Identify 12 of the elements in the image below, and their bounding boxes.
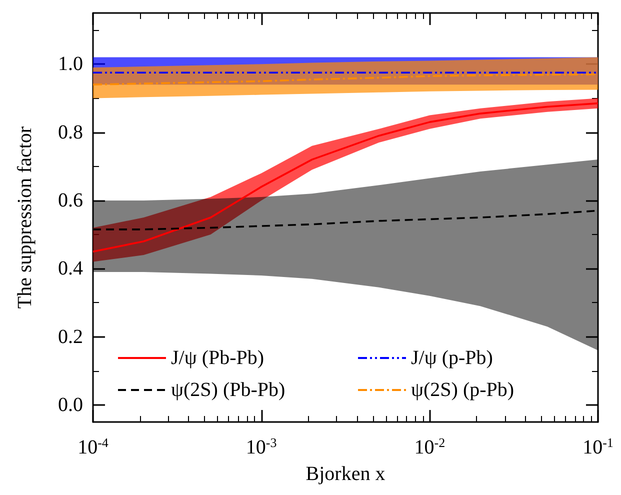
y-tick-label: 0.0 [58,394,83,416]
legend-label: ψ(2S) (Pb-Pb) [171,379,286,401]
y-tick-label: 0.2 [58,326,83,348]
y-axis-title: The suppression factor [14,126,36,309]
x-axis-title: Bjorken x [306,463,386,485]
legend-label: J/ψ (Pb-Pb) [171,347,264,369]
y-tick-label: 0.8 [58,121,83,144]
legend-label: J/ψ (p-Pb) [411,347,493,369]
y-tick-label: 1.0 [58,53,83,76]
legend-label: ψ(2S) (p-Pb) [411,379,514,401]
y-tick-label: 0.6 [58,189,83,212]
y-tick-label: 0.4 [58,258,83,280]
